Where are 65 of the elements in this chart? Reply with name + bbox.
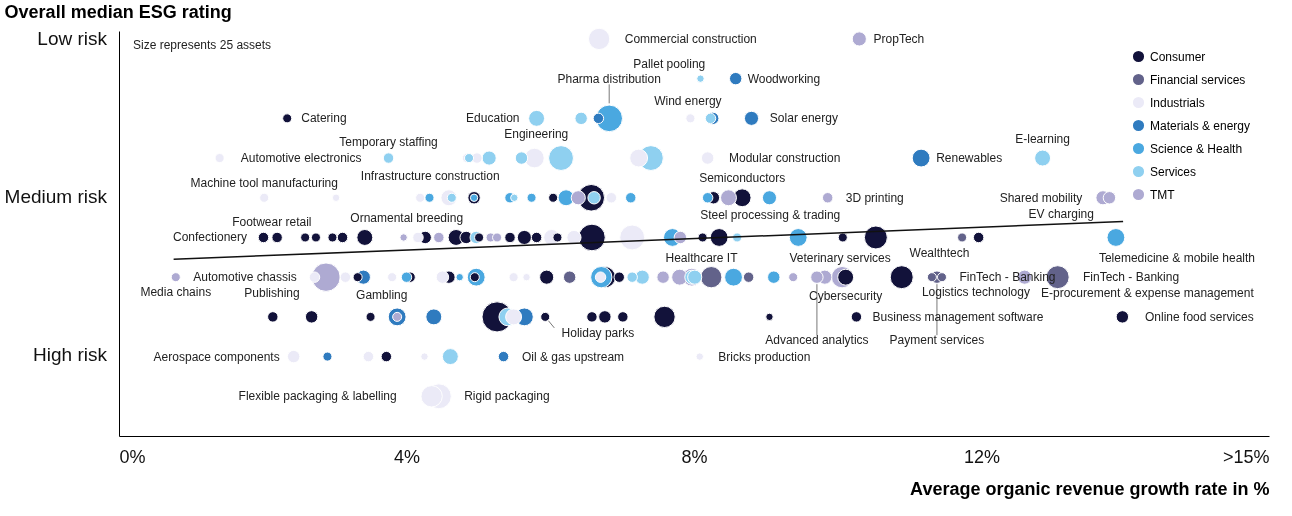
annotation: Holiday parks — [561, 325, 635, 340]
chart-title: Overall median ESG rating — [4, 2, 232, 23]
annotation: Solar energy — [769, 111, 838, 126]
x-tick-label: >15% — [1222, 446, 1270, 467]
annotation: Semiconductors — [699, 170, 786, 185]
annotation: Publishing — [244, 286, 300, 301]
annotation: Bricks production — [718, 349, 811, 364]
text: High risk — [33, 344, 108, 365]
legend-label: Financial services — [1150, 72, 1246, 87]
annotation: Pharma distribution — [557, 72, 661, 87]
annotation: Veterinary services — [789, 250, 891, 265]
annotation: Online food services — [1145, 309, 1254, 324]
annotation: Education — [466, 111, 520, 126]
x-tick-label: 8% — [681, 446, 708, 467]
x-tick-label: 0% — [119, 446, 146, 467]
annotation: Wind energy — [654, 94, 722, 109]
annotation: Modular construction — [728, 151, 841, 166]
annotation: Wealthtech — [909, 245, 970, 260]
annotation: FinTech - Banking — [1083, 270, 1180, 285]
annotation: Confectionery — [172, 230, 247, 245]
annotation: Woodworking — [747, 71, 821, 86]
annotation: Payment services — [889, 333, 985, 348]
legend-label: Services — [1150, 164, 1197, 179]
annotation: Rigid packaging — [464, 389, 550, 404]
annotation: Automotive electronics — [240, 151, 362, 166]
x-tick-label: 4% — [393, 446, 421, 467]
annotation: Infrastructure construction — [360, 169, 500, 184]
annotation: Renewables — [936, 151, 1003, 166]
annotation: Commercial construction — [624, 31, 757, 46]
annotation: Size represents 25 assets — [133, 38, 272, 52]
legend-label: Science & Health — [1150, 141, 1243, 156]
annotation: Business management software — [872, 309, 1044, 324]
annotation: Catering — [301, 111, 347, 126]
annotation: Ornamental breeding — [350, 211, 464, 226]
annotation: Shared mobility — [999, 190, 1083, 205]
legend-label: Industrials — [1150, 95, 1205, 110]
legend-label: Consumer — [1150, 49, 1206, 64]
annotation: Engineering — [504, 127, 569, 142]
annotation: E-procurement & expense management — [1041, 286, 1255, 301]
annotation: Aerospace components — [153, 349, 280, 364]
annotation: Oil & gas upstream — [522, 349, 625, 364]
annotation: Logistics technology — [921, 285, 1030, 300]
annotation: Temporary staffing — [339, 135, 438, 150]
annotation: Telemedicine & mobile health — [1098, 250, 1256, 265]
annotation: Flexible packaging & labelling — [238, 389, 397, 404]
legend-label: TMT — [1150, 187, 1176, 202]
x-axis-title: Average organic revenue growth rate in % — [910, 478, 1270, 499]
annotation: Machine tool manufacturing — [190, 175, 338, 190]
text: Medium risk — [4, 186, 108, 208]
x-tick-label: 12% — [963, 446, 1001, 467]
annotation: Gambling — [356, 288, 408, 303]
annotation: Advanced analytics — [765, 333, 869, 348]
annotation: Steel processing & trading — [700, 207, 841, 222]
annotation: Pallet pooling — [633, 57, 706, 72]
annotation: EV charging — [1028, 206, 1094, 221]
text: Low risk — [37, 28, 108, 50]
legend-label: Materials & energy — [1150, 118, 1251, 133]
annotation: PropTech — [873, 31, 925, 46]
annotation: Footwear retail — [232, 215, 312, 230]
annotation: Media chains — [140, 285, 212, 300]
annotation: 3D printing — [845, 190, 904, 205]
annotation: E-learning — [1015, 132, 1070, 147]
annotation: Healthcare IT — [665, 250, 739, 265]
annotation: Automotive chassis — [193, 270, 297, 285]
annotation: Cybersecurity — [808, 289, 883, 304]
